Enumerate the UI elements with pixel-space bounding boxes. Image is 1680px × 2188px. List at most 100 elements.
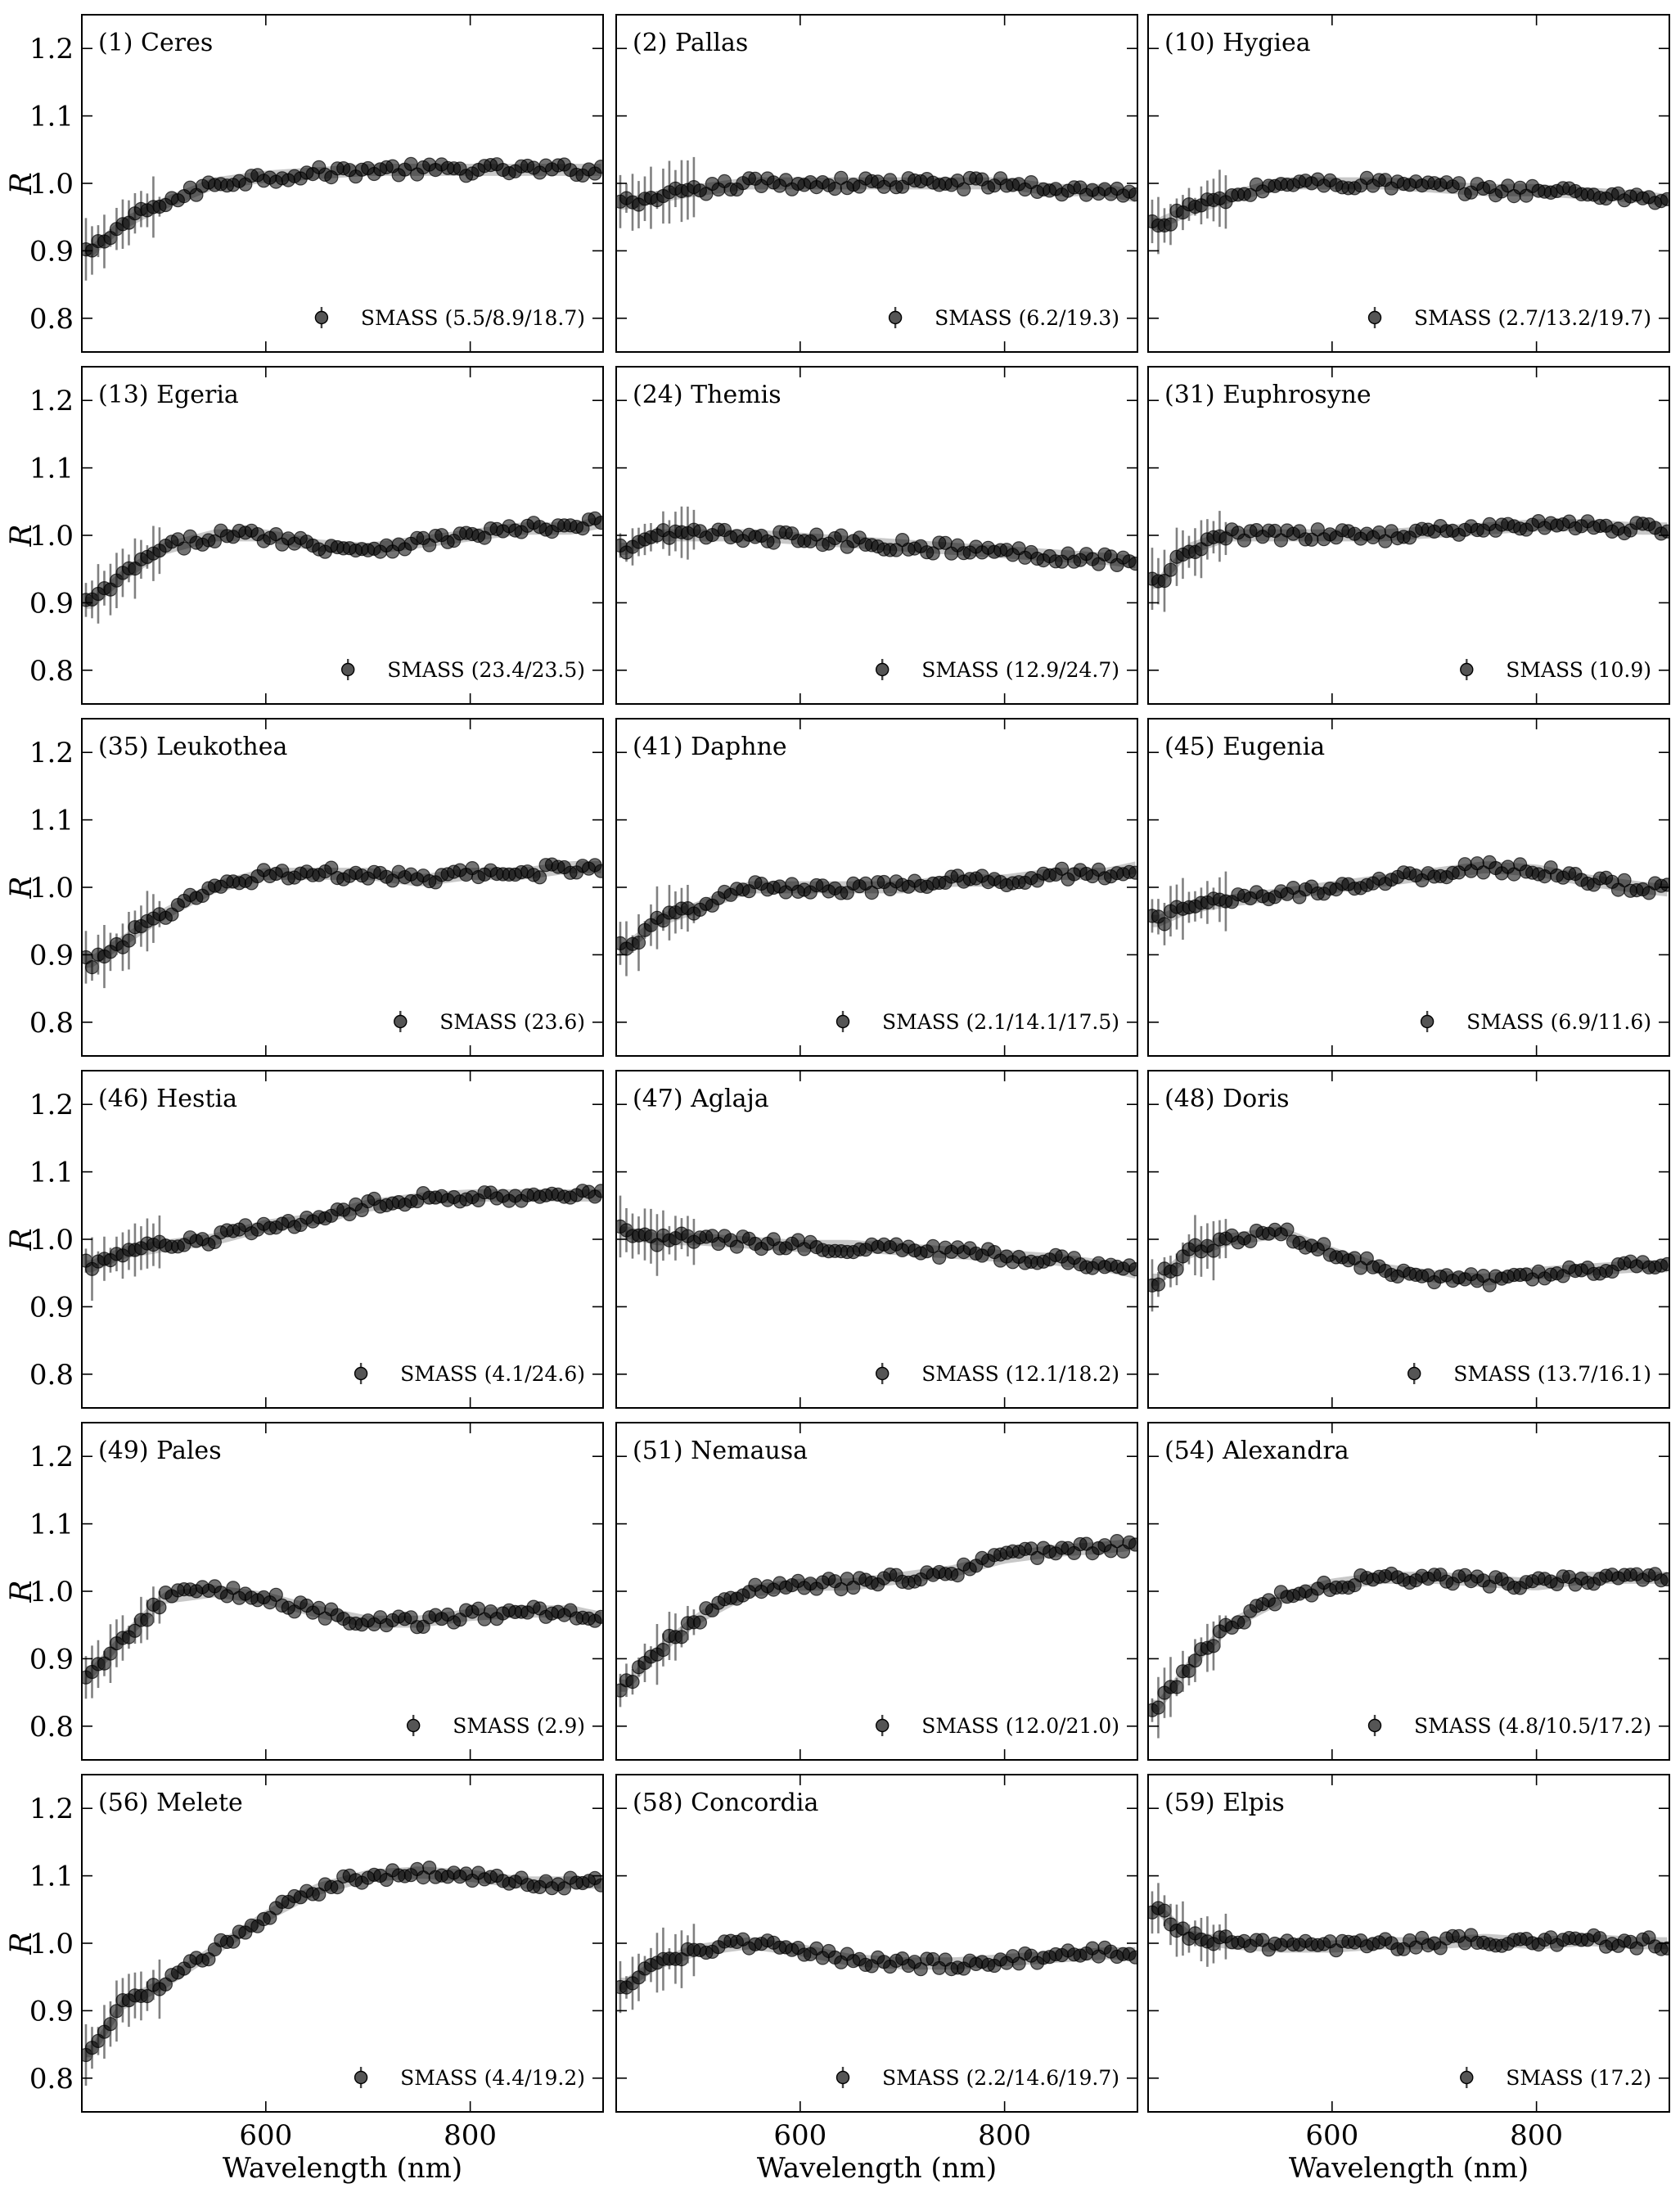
y-tick-label: 1.0 xyxy=(29,872,74,905)
legend: SMASS (23.4/23.5) xyxy=(341,658,585,682)
data-point xyxy=(1128,557,1137,571)
reference-band xyxy=(1152,1572,1668,1712)
data-point xyxy=(1452,176,1466,191)
panel-35-leukothea: 0.8 0.9 1.0 1.1 1.2 (35) Leukothea SMASS (23.6… xyxy=(5,718,604,1057)
y-tick-label: 1.1 xyxy=(29,805,74,837)
panel-title: (35) Leukothea xyxy=(98,733,287,761)
series-2-pallas xyxy=(616,156,1137,231)
y-tick-label: 1.2 xyxy=(29,1089,74,1121)
panel-47-aglaja: (47) Aglaja SMASS (12.1/18.2) xyxy=(615,1070,1138,1409)
y-tick-label: 1.2 xyxy=(29,737,74,769)
data-point xyxy=(864,885,879,900)
series-54-alexandra xyxy=(1148,1566,1669,1739)
y-tick-label: 0.8 xyxy=(29,1711,74,1744)
legend: SMASS (17.2) xyxy=(1460,2066,1651,2090)
data-point xyxy=(809,527,824,542)
panel-title: (47) Aglaja xyxy=(633,1085,769,1113)
plot-frame xyxy=(1147,1422,1670,1761)
series-46-hestia xyxy=(82,1184,603,1301)
panel-31-euphrosyne: (31) Euphrosyne SMASS (10.9) xyxy=(1147,366,1670,705)
data-point xyxy=(1660,1941,1669,1956)
panel-title: (24) Themis xyxy=(633,381,781,409)
panel-2-pallas: (2) Pallas SMASS (6.2/19.3) xyxy=(615,14,1138,353)
y-tick-label: 0.8 xyxy=(29,303,74,336)
legend: SMASS (2.7/13.2/19.7) xyxy=(1367,306,1651,330)
panel-title: (48) Doris xyxy=(1164,1085,1290,1113)
data-point xyxy=(1660,1572,1669,1586)
legend-label: SMASS (23.6) xyxy=(439,1010,585,1034)
legend-marker xyxy=(1408,1366,1421,1381)
y-tick-label: 1.0 xyxy=(29,1224,74,1256)
legend-label: SMASS (4.8/10.5/17.2) xyxy=(1414,1714,1651,1738)
data-point xyxy=(312,1887,327,1902)
y-tick-label: 0.9 xyxy=(29,1291,74,1324)
data-point xyxy=(103,2017,118,2032)
panel-title: (54) Alexandra xyxy=(1164,1437,1349,1465)
legend: SMASS (23.6) xyxy=(394,1010,585,1034)
data-point xyxy=(1128,865,1137,880)
legend-label: SMASS (5.5/8.9/18.7) xyxy=(361,306,585,330)
legend-label: SMASS (12.0/21.0) xyxy=(921,1714,1119,1738)
plot-frame xyxy=(81,718,604,1057)
data-point xyxy=(593,516,603,530)
y-tick-label: 1.2 xyxy=(29,1441,74,1473)
legend-marker xyxy=(406,1718,421,1733)
legend-marker xyxy=(835,1014,850,1029)
panel-51-nemausa: (51) Nemausa SMASS (12.0/21.0) xyxy=(615,1422,1138,1761)
data-point xyxy=(1163,562,1178,577)
series-49-pales xyxy=(82,1579,603,1699)
data-point xyxy=(655,1642,671,1658)
data-point xyxy=(674,1630,689,1644)
data-point xyxy=(177,541,191,556)
data-point xyxy=(1128,1537,1137,1552)
y-axis-label: R xyxy=(5,876,38,899)
series-51-nemausa xyxy=(616,1533,1137,1708)
data-point xyxy=(1317,1237,1331,1252)
series-10-hygiea xyxy=(1148,169,1669,255)
y-tick-label: 1.1 xyxy=(29,1157,74,1189)
series-41-daphne xyxy=(616,861,1137,977)
legend: SMASS (5.5/8.9/18.7) xyxy=(314,306,585,330)
y-tick-label: 1.2 xyxy=(29,385,74,417)
data-point xyxy=(926,1238,940,1254)
legend: SMASS (10.9) xyxy=(1460,658,1651,682)
legend-marker xyxy=(876,1718,890,1733)
y-axis-label: R xyxy=(5,524,38,547)
legend-marker xyxy=(341,662,355,677)
plot-frame xyxy=(81,14,604,353)
data-point xyxy=(1169,1262,1184,1277)
series-31-euphrosyne xyxy=(1148,511,1669,612)
data-point xyxy=(152,1600,167,1615)
series-45-eugenia xyxy=(1148,855,1669,945)
legend-label: SMASS (12.1/18.2) xyxy=(921,1362,1119,1386)
legend-label: SMASS (12.9/24.7) xyxy=(921,658,1119,682)
data-point xyxy=(1236,1615,1252,1630)
legend-marker xyxy=(888,310,903,325)
y-tick-label: 1.0 xyxy=(29,168,74,201)
legend-label: SMASS (2.7/13.2/19.7) xyxy=(1414,306,1651,330)
data-point xyxy=(593,1609,603,1624)
panels-grid: 0.8 0.9 1.0 1.1 1.2 (1) Ceres SMASS (5.5/8.9/1… xyxy=(5,14,1670,2185)
data-point xyxy=(1660,524,1669,539)
panel-title: (13) Egeria xyxy=(98,381,239,409)
panel-46-hestia: 0.8 0.9 1.0 1.1 1.2 (46) Hestia SMASS (4.1/24.… xyxy=(5,1070,604,1409)
legend: SMASS (12.0/21.0) xyxy=(876,1714,1119,1738)
series-1-ceres xyxy=(82,156,603,281)
data-point xyxy=(1128,187,1137,202)
legend: SMASS (4.4/19.2) xyxy=(354,2066,585,2090)
panel-58-concordia: 600 800 (58) Concordia SMASS (2.2/14.6/19.7… xyxy=(615,1774,1138,2185)
legend-label: SMASS (2.9) xyxy=(453,1714,585,1738)
data-point xyxy=(1163,217,1178,232)
legend-marker xyxy=(876,662,890,677)
panel-59-elpis: 600 800 (59) Elpis SMASS (17.2) Wavelength (… xyxy=(1147,1774,1670,2185)
data-point xyxy=(121,933,137,948)
data-point xyxy=(556,1881,572,1896)
y-tick-label: 1.1 xyxy=(29,1861,74,1893)
y-tick-label: 1.0 xyxy=(29,1576,74,1608)
series-13-egeria xyxy=(82,511,603,624)
legend-label: SMASS (2.1/14.1/17.5) xyxy=(882,1010,1119,1034)
y-tick-label: 1.2 xyxy=(29,33,74,65)
panel-49-pales: 0.8 0.9 1.0 1.1 1.2 (49) Pales SMASS (2.9) R xyxy=(5,1422,604,1761)
y-axis-label: R xyxy=(5,1228,38,1251)
